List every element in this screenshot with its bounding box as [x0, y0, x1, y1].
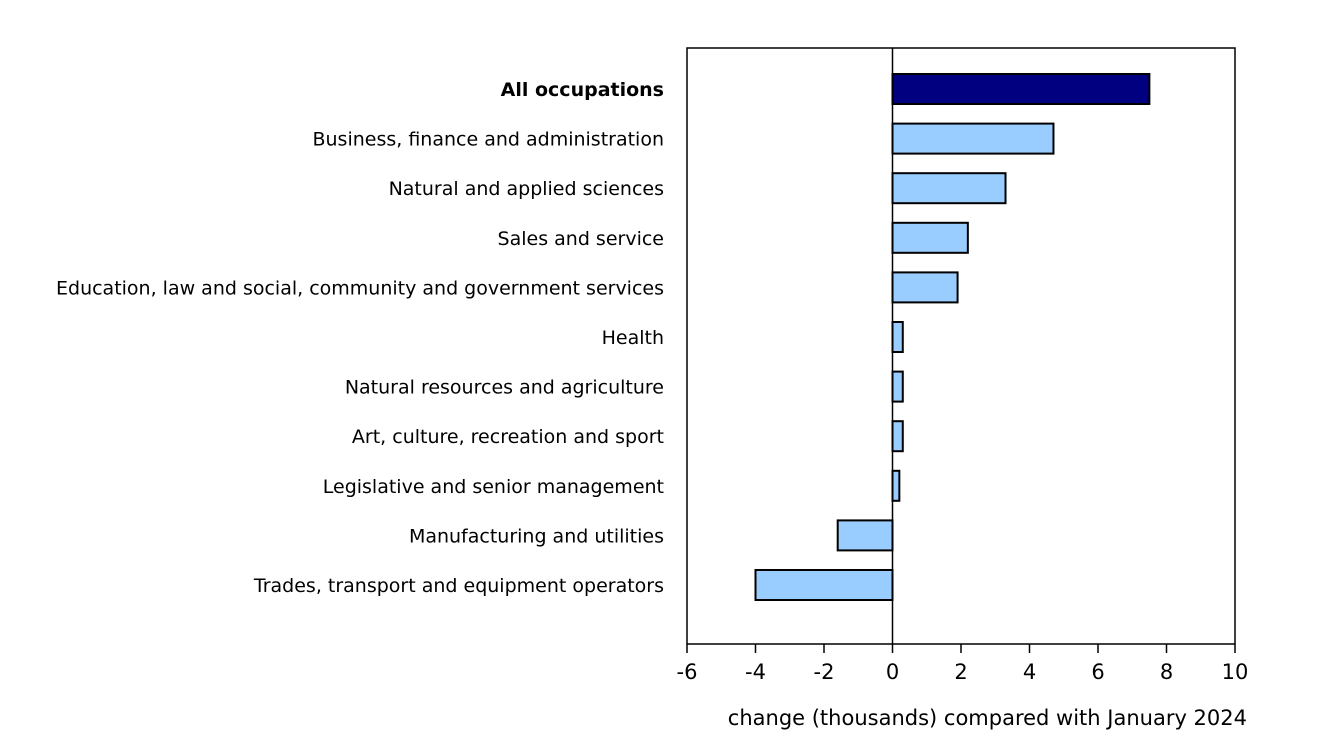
x-tick-label: 4	[1023, 660, 1036, 684]
x-tick-label: -4	[745, 660, 766, 684]
category-label: Natural resources and agriculture	[345, 377, 664, 399]
bar	[754, 569, 894, 601]
bar	[891, 172, 1007, 205]
x-tick-label: -2	[814, 660, 835, 684]
x-tick-label: 10	[1222, 660, 1249, 684]
bar	[891, 271, 959, 304]
x-tick-label: 2	[954, 660, 967, 684]
bar	[891, 420, 904, 453]
category-label: All occupations	[501, 79, 664, 101]
x-tick-label: 0	[886, 660, 899, 684]
bar	[891, 221, 969, 254]
x-tick-label: -6	[677, 660, 698, 684]
category-label: Health	[602, 327, 664, 349]
x-axis-label: change (thousands) compared with January…	[728, 706, 1247, 730]
bar	[836, 519, 894, 552]
category-label: Natural and applied sciences	[389, 178, 664, 200]
x-tick-label: 6	[1091, 660, 1104, 684]
category-label: Manufacturing and utilities	[409, 525, 664, 547]
category-label: Legislative and senior management	[323, 476, 664, 498]
x-tick-label: 8	[1160, 660, 1173, 684]
category-label: Sales and service	[498, 228, 664, 250]
category-label: Trades, transport and equipment operator…	[253, 575, 664, 597]
category-label: Art, culture, recreation and sport	[352, 426, 664, 448]
bar	[891, 122, 1055, 155]
bar	[891, 370, 904, 403]
bar	[891, 73, 1151, 105]
category-label: Business, finance and administration	[312, 129, 664, 151]
bar	[891, 469, 901, 502]
bar	[891, 321, 904, 353]
category-label: Education, law and social, community and…	[56, 277, 664, 299]
